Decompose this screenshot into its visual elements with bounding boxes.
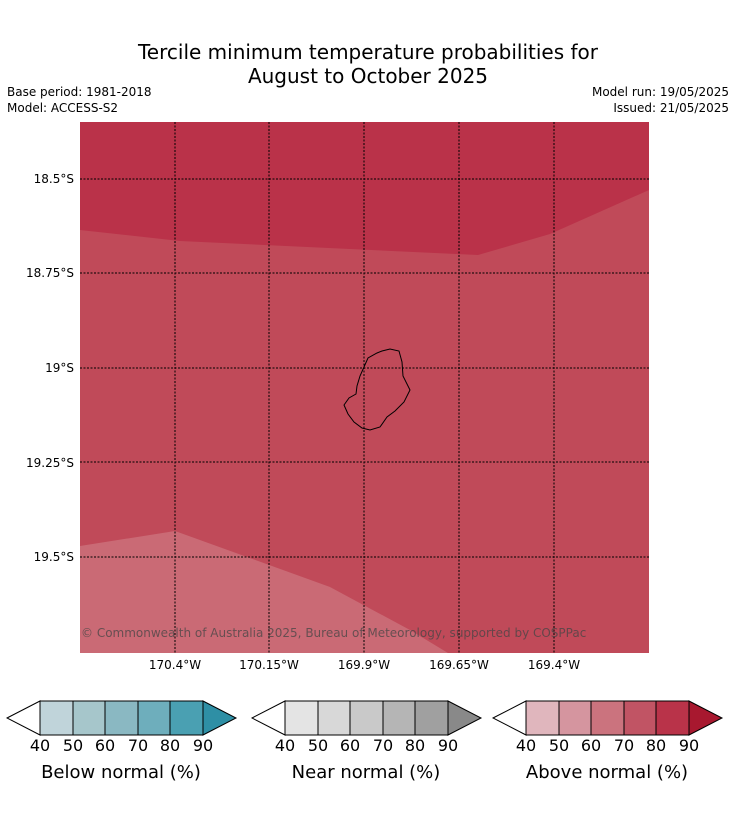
below-tick-70: 70 <box>127 736 149 755</box>
near-tick-90: 90 <box>437 736 459 755</box>
near-tick-70: 70 <box>372 736 394 755</box>
map-title-line1: Tercile minimum temperature probabilitie… <box>137 40 599 64</box>
near-tick-60: 60 <box>339 736 361 755</box>
near-tick-40: 40 <box>274 736 296 755</box>
below-tick-60: 60 <box>94 736 116 755</box>
above-normal-colorbar <box>492 700 724 736</box>
lon-label-169-65: 169.65°W <box>429 658 489 672</box>
near-normal-colorbar <box>251 700 483 736</box>
lat-label-18-5: 18.5°S <box>33 172 74 186</box>
lon-label-169-4: 169.4°W <box>527 658 581 672</box>
near-normal-label: Near normal (%) <box>291 762 441 783</box>
map-title-line2: August to October 2025 <box>247 64 489 88</box>
lat-label-19-5: 19.5°S <box>33 550 74 564</box>
below-tick-40: 40 <box>29 736 51 755</box>
above-tick-40: 40 <box>515 736 537 755</box>
above-tick-60: 60 <box>580 736 602 755</box>
lon-label-170-15: 170.15°W <box>239 658 299 672</box>
island-coastline <box>343 348 411 431</box>
graticule <box>80 122 649 653</box>
below-tick-50: 50 <box>62 736 84 755</box>
above-tick-90: 90 <box>678 736 700 755</box>
above-tick-70: 70 <box>613 736 635 755</box>
lon-label-169-9: 169.9°W <box>337 658 391 672</box>
model-run-text: Model run: 19/05/2025 <box>591 85 729 99</box>
base-period-text: Base period: 1981-2018 <box>7 85 152 99</box>
zone-60-70 <box>80 531 448 653</box>
above-tick-80: 80 <box>645 736 667 755</box>
above-tick-50: 50 <box>548 736 570 755</box>
copyright-notice: © Commonwealth of Australia 2025, Bureau… <box>81 626 587 640</box>
below-tick-90: 90 <box>192 736 214 755</box>
below-normal-colorbar <box>6 700 238 736</box>
below-normal-label: Below normal (%) <box>41 762 201 783</box>
lat-label-19: 19°S <box>45 361 74 375</box>
near-tick-50: 50 <box>307 736 329 755</box>
lat-label-19-25: 19.25°S <box>26 456 74 470</box>
lon-label-170-4: 170.4°W <box>148 658 202 672</box>
model-text: Model: ACCESS-S2 <box>7 101 119 115</box>
above-normal-label: Above normal (%) <box>525 762 689 783</box>
issued-text: Issued: 21/05/2025 <box>613 101 729 115</box>
probability-map <box>80 122 649 653</box>
below-tick-80: 80 <box>159 736 181 755</box>
lat-label-18-75: 18.75°S <box>26 266 74 280</box>
near-tick-80: 80 <box>404 736 426 755</box>
map-canvas <box>80 122 649 653</box>
